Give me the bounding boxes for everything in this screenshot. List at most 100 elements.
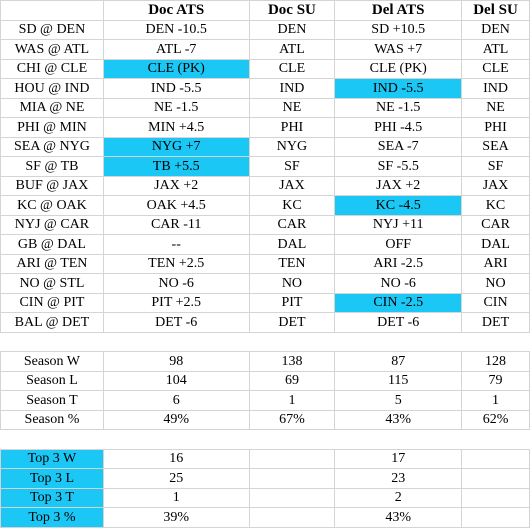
doc-su-top3-cell[interactable]: [248, 468, 336, 489]
doc-su-cell[interactable]: DAL: [248, 234, 336, 255]
del-ats-top3-cell[interactable]: 2: [334, 487, 463, 508]
del-su-cell[interactable]: ATL: [461, 39, 530, 60]
del-su-cell[interactable]: NO: [461, 273, 530, 294]
del-su-top3-cell[interactable]: [461, 468, 530, 489]
del-ats-top3-cell[interactable]: 23: [334, 468, 463, 489]
doc-ats-cell[interactable]: NO -6: [102, 273, 250, 294]
matchup-cell[interactable]: KC @ OAK: [0, 195, 104, 216]
del-su-cell[interactable]: DAL: [461, 234, 530, 255]
doc-ats-top3-cell[interactable]: 1: [102, 487, 250, 508]
doc-su-cell[interactable]: KC: [248, 195, 336, 216]
doc-ats-cell[interactable]: IND -5.5: [102, 78, 250, 99]
doc-ats-top3-cell[interactable]: 25: [102, 468, 250, 489]
doc-ats-cell[interactable]: TEN +2.5: [102, 253, 250, 274]
doc-ats-cell[interactable]: JAX +2: [102, 175, 250, 196]
header-doc-ats[interactable]: Doc ATS: [102, 0, 250, 21]
doc-su-cell[interactable]: PHI: [248, 117, 336, 138]
doc-ats-season-cell[interactable]: 6: [102, 390, 250, 411]
del-ats-cell[interactable]: JAX +2: [334, 175, 463, 196]
del-ats-cell[interactable]: SD +10.5: [334, 19, 463, 40]
del-ats-cell[interactable]: OFF: [334, 234, 463, 255]
del-ats-cell[interactable]: NO -6: [334, 273, 463, 294]
matchup-cell[interactable]: BAL @ DET: [0, 312, 104, 333]
doc-ats-season-cell[interactable]: 98: [102, 351, 250, 372]
doc-ats-cell[interactable]: DEN -10.5: [102, 19, 250, 40]
del-su-cell[interactable]: JAX: [461, 175, 530, 196]
doc-su-top3-cell[interactable]: [248, 487, 336, 508]
empty-cell[interactable]: [103, 429, 250, 450]
del-ats-cell[interactable]: PHI -4.5: [334, 117, 463, 138]
doc-su-cell[interactable]: CLE: [248, 58, 336, 79]
doc-su-cell[interactable]: JAX: [248, 175, 336, 196]
del-su-cell[interactable]: SF: [461, 156, 530, 177]
doc-su-top3-cell[interactable]: [248, 507, 336, 528]
top3-label-cell[interactable]: Top 3 W: [0, 448, 104, 469]
del-ats-cell[interactable]: NYJ +11: [334, 214, 463, 235]
season-label-cell[interactable]: Season L: [0, 370, 104, 391]
doc-ats-top3-cell[interactable]: 39%: [102, 507, 250, 528]
doc-su-cell[interactable]: NO: [248, 273, 336, 294]
doc-su-season-cell[interactable]: 1: [248, 390, 336, 411]
doc-ats-cell-highlighted[interactable]: TB +5.5: [102, 156, 250, 177]
del-ats-season-cell[interactable]: 43%: [334, 409, 463, 430]
del-ats-cell[interactable]: SEA -7: [334, 136, 463, 157]
doc-su-top3-cell[interactable]: [248, 448, 336, 469]
header-doc-su[interactable]: Doc SU: [248, 0, 336, 21]
del-su-season-cell[interactable]: 1: [461, 390, 530, 411]
doc-su-cell[interactable]: NYG: [248, 136, 336, 157]
top3-label-cell[interactable]: Top 3 T: [0, 487, 104, 508]
del-ats-cell[interactable]: ARI -2.5: [334, 253, 463, 274]
del-ats-cell-highlighted[interactable]: IND -5.5: [334, 78, 463, 99]
doc-ats-top3-cell[interactable]: 16: [102, 448, 250, 469]
del-su-top3-cell[interactable]: [461, 507, 530, 528]
matchup-cell[interactable]: HOU @ IND: [0, 78, 104, 99]
doc-su-cell[interactable]: DET: [248, 312, 336, 333]
matchup-cell[interactable]: NO @ STL: [0, 273, 104, 294]
matchup-cell[interactable]: SF @ TB: [0, 156, 104, 177]
del-su-cell[interactable]: IND: [461, 78, 530, 99]
season-label-cell[interactable]: Season T: [0, 390, 104, 411]
del-ats-cell-highlighted[interactable]: KC -4.5: [334, 195, 463, 216]
matchup-cell[interactable]: ARI @ TEN: [0, 253, 104, 274]
season-label-cell[interactable]: Season %: [0, 409, 104, 430]
empty-cell[interactable]: [334, 331, 462, 352]
top3-label-cell[interactable]: Top 3 %: [0, 507, 104, 528]
del-su-cell[interactable]: ARI: [461, 253, 530, 274]
del-ats-season-cell[interactable]: 5: [334, 390, 463, 411]
del-ats-cell[interactable]: NE -1.5: [334, 97, 463, 118]
empty-cell[interactable]: [0, 429, 104, 450]
del-su-season-cell[interactable]: 128: [461, 351, 530, 372]
del-ats-top3-cell[interactable]: 17: [334, 448, 463, 469]
matchup-cell[interactable]: GB @ DAL: [0, 234, 104, 255]
matchup-cell[interactable]: SD @ DEN: [0, 19, 104, 40]
empty-cell[interactable]: [103, 331, 250, 352]
del-su-cell[interactable]: CLE: [461, 58, 530, 79]
header-del-ats[interactable]: Del ATS: [334, 0, 463, 21]
empty-cell[interactable]: [249, 331, 335, 352]
doc-su-cell[interactable]: ATL: [248, 39, 336, 60]
doc-su-cell[interactable]: PIT: [248, 292, 336, 313]
doc-su-season-cell[interactable]: 69: [248, 370, 336, 391]
doc-su-cell[interactable]: NE: [248, 97, 336, 118]
top3-label-cell[interactable]: Top 3 L: [0, 468, 104, 489]
empty-cell[interactable]: [0, 331, 104, 352]
matchup-cell[interactable]: BUF @ JAX: [0, 175, 104, 196]
doc-ats-season-cell[interactable]: 49%: [102, 409, 250, 430]
del-su-season-cell[interactable]: 62%: [461, 409, 530, 430]
empty-cell[interactable]: [461, 331, 530, 352]
matchup-cell[interactable]: MIA @ NE: [0, 97, 104, 118]
del-su-cell[interactable]: KC: [461, 195, 530, 216]
doc-ats-cell[interactable]: OAK +4.5: [102, 195, 250, 216]
matchup-cell[interactable]: SEA @ NYG: [0, 136, 104, 157]
doc-ats-cell-highlighted[interactable]: NYG +7: [102, 136, 250, 157]
del-ats-season-cell[interactable]: 115: [334, 370, 463, 391]
del-ats-top3-cell[interactable]: 43%: [334, 507, 463, 528]
doc-su-cell[interactable]: SF: [248, 156, 336, 177]
del-su-cell[interactable]: NE: [461, 97, 530, 118]
matchup-cell[interactable]: PHI @ MIN: [0, 117, 104, 138]
del-ats-season-cell[interactable]: 87: [334, 351, 463, 372]
matchup-cell[interactable]: NYJ @ CAR: [0, 214, 104, 235]
empty-cell[interactable]: [461, 429, 530, 450]
del-su-top3-cell[interactable]: [461, 487, 530, 508]
matchup-cell[interactable]: CIN @ PIT: [0, 292, 104, 313]
